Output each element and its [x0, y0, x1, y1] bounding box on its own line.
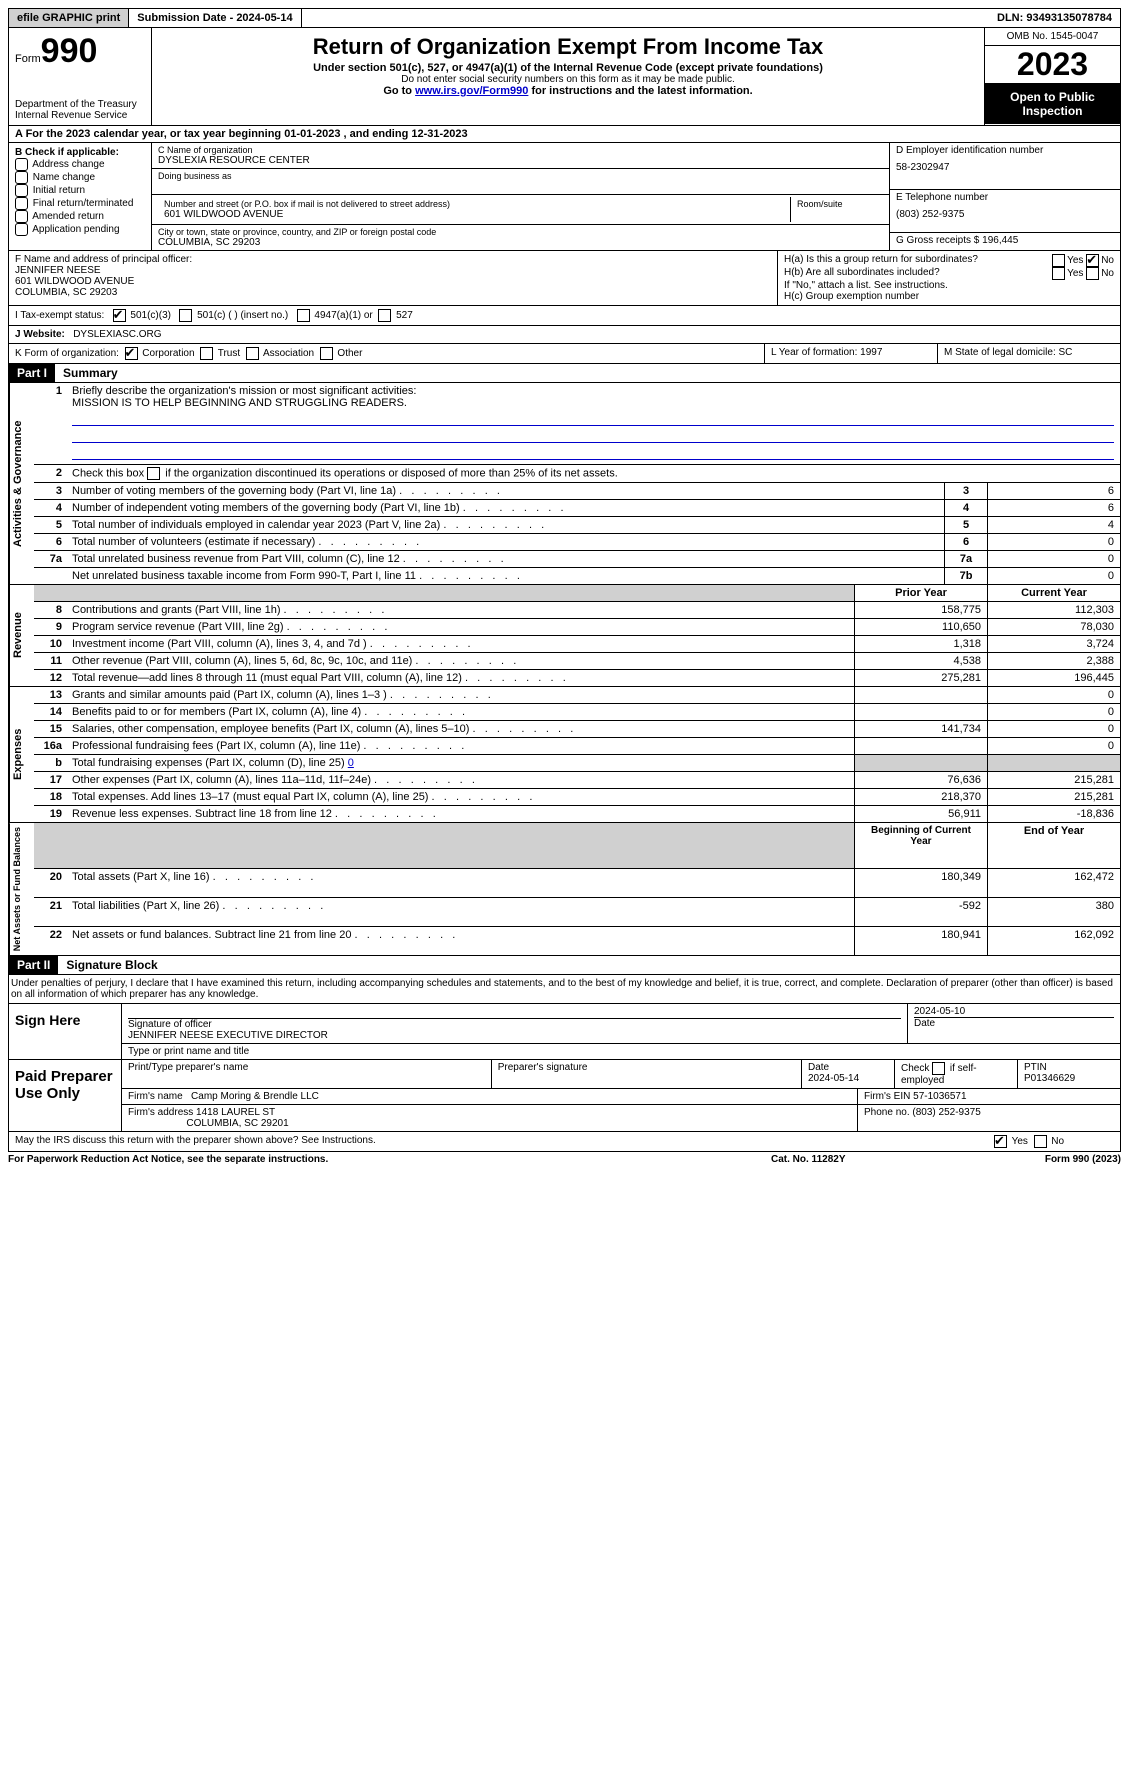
f-h-row: F Name and address of principal officer:…	[8, 251, 1121, 306]
chk-amended-return[interactable]	[15, 210, 28, 223]
chk-discuss-yes[interactable]	[994, 1135, 1007, 1148]
entity-block: B Check if applicable: Address change Na…	[8, 143, 1121, 251]
chk-initial-return[interactable]	[15, 184, 28, 197]
phone-cell: E Telephone number (803) 252-9375	[890, 190, 1120, 233]
street-cell: Number and street (or P.O. box if mail i…	[152, 195, 889, 225]
chk-application-pending[interactable]	[15, 223, 28, 236]
chk-corp[interactable]	[125, 347, 138, 360]
part1-header: Part ISummary	[8, 364, 1121, 383]
form-header: Form990 Department of the Treasury Inter…	[8, 28, 1121, 126]
chk-ha-yes[interactable]	[1052, 254, 1065, 267]
activities-governance: Activities & Governance 1 Briefly descri…	[8, 383, 1121, 585]
dln-label: DLN: 93493135078784	[989, 9, 1120, 27]
row-a-tax-year: A For the 2023 calendar year, or tax yea…	[8, 126, 1121, 143]
form-title: Return of Organization Exempt From Incom…	[158, 34, 978, 60]
chk-hb-no[interactable]	[1086, 267, 1099, 280]
page-footer: For Paperwork Reduction Act Notice, see …	[8, 1152, 1121, 1165]
dba-cell: Doing business as	[152, 169, 889, 195]
gross-receipts-cell: G Gross receipts $ 196,445	[890, 233, 1120, 248]
part2-header: Part IISignature Block	[8, 956, 1121, 975]
website-row: J Website: DYSLEXIASC.ORG	[8, 326, 1121, 344]
chk-discontinued[interactable]	[147, 467, 160, 480]
chk-trust[interactable]	[200, 347, 213, 360]
discuss-row: May the IRS discuss this return with the…	[8, 1132, 1121, 1152]
chk-other[interactable]	[320, 347, 333, 360]
chk-501c[interactable]	[179, 309, 192, 322]
tax-year: 2023	[985, 46, 1120, 84]
paid-preparer-block: Paid Preparer Use Only Print/Type prepar…	[8, 1060, 1121, 1132]
principal-officer: F Name and address of principal officer:…	[9, 251, 778, 305]
form-subtitle: Under section 501(c), 527, or 4947(a)(1)…	[158, 62, 978, 74]
perjury-text: Under penalties of perjury, I declare th…	[8, 975, 1121, 1004]
chk-name-change[interactable]	[15, 171, 28, 184]
city-cell: City or town, state or province, country…	[152, 225, 889, 250]
net-assets-section: Net Assets or Fund Balances Beginning of…	[8, 823, 1121, 956]
sign-here-block: Sign Here Signature of officerJENNIFER N…	[8, 1004, 1121, 1060]
chk-final-return[interactable]	[15, 197, 28, 210]
chk-4947[interactable]	[297, 309, 310, 322]
goto-line: Go to www.irs.gov/Form990 for instructio…	[158, 85, 978, 97]
treasury-dept: Department of the Treasury Internal Reve…	[15, 99, 145, 121]
chk-address-change[interactable]	[15, 158, 28, 171]
chk-self-employed[interactable]	[932, 1062, 945, 1075]
tax-exempt-row: I Tax-exempt status: 501(c)(3) 501(c) ( …	[8, 306, 1121, 326]
ein-cell: D Employer identification number 58-2302…	[890, 143, 1120, 190]
chk-assoc[interactable]	[246, 347, 259, 360]
chk-527[interactable]	[378, 309, 391, 322]
efile-print-button[interactable]: efile GRAPHIC print	[9, 9, 129, 27]
chk-ha-no[interactable]	[1086, 254, 1099, 267]
chk-discuss-no[interactable]	[1034, 1135, 1047, 1148]
form-number: Form990	[15, 32, 145, 71]
top-bar: efile GRAPHIC print Submission Date - 20…	[8, 8, 1121, 28]
chk-hb-yes[interactable]	[1052, 267, 1065, 280]
submission-date: Submission Date - 2024-05-14	[129, 9, 301, 27]
section-b: B Check if applicable: Address change Na…	[9, 143, 152, 250]
section-h: H(a) Is this a group return for subordin…	[778, 251, 1120, 305]
klm-row: K Form of organization: Corporation Trus…	[8, 344, 1121, 364]
chk-501c3[interactable]	[113, 309, 126, 322]
irs-link[interactable]: www.irs.gov/Form990	[415, 85, 528, 97]
expenses-section: Expenses 13Grants and similar amounts pa…	[8, 687, 1121, 823]
org-name-cell: C Name of organization DYSLEXIA RESOURCE…	[152, 143, 889, 169]
open-inspection-badge: Open to Public Inspection	[985, 84, 1120, 124]
ssn-note: Do not enter social security numbers on …	[158, 74, 978, 85]
omb-number: OMB No. 1545-0047	[985, 28, 1120, 46]
revenue-section: Revenue Prior YearCurrent Year 8Contribu…	[8, 585, 1121, 687]
